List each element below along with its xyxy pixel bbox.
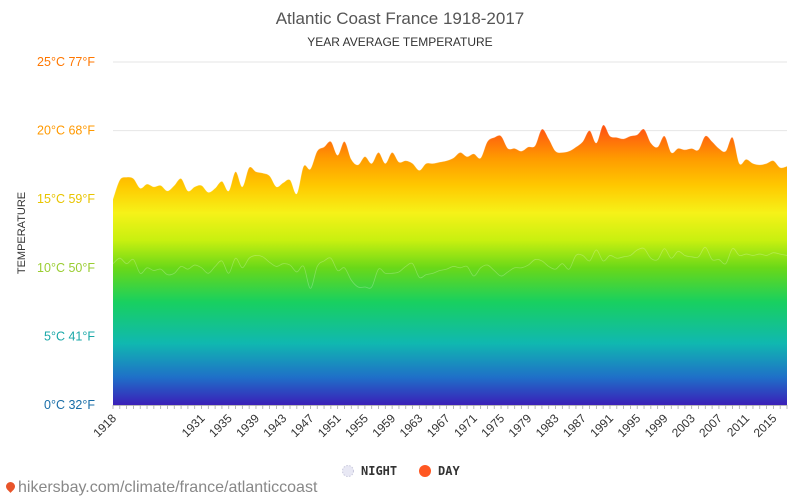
- x-tick-label: 1991: [587, 411, 616, 440]
- x-axis-ticks: 1918 193119351939194319471951195519591963…: [90, 405, 788, 440]
- x-tick-label: 1959: [369, 411, 398, 440]
- x-tick-label: 2003: [669, 411, 698, 440]
- area-series: [112, 124, 788, 406]
- x-tick-label: 2015: [751, 411, 780, 440]
- footer-link[interactable]: hikersbay.com/climate/france/atlanticcoa…: [18, 479, 318, 496]
- x-tick-label: 1975: [478, 411, 507, 440]
- legend-day-marker: [419, 465, 431, 477]
- x-tick-label: 1935: [206, 411, 235, 440]
- y-tick-label: 25°C 77°F: [37, 55, 95, 69]
- x-tick-label: 1931: [179, 411, 208, 440]
- x-tick-label: 1979: [506, 411, 535, 440]
- x-tick-label: 1951: [315, 411, 344, 440]
- x-tick-label: 1971: [451, 411, 480, 440]
- legend: NIGHT DAY: [342, 464, 460, 478]
- y-axis-label: TEMPERATURE: [16, 192, 28, 274]
- x-tick-label: 1967: [424, 411, 453, 440]
- x-tick-label: 1983: [533, 411, 562, 440]
- x-tick-label: 1947: [288, 411, 317, 440]
- legend-item-day[interactable]: DAY: [419, 464, 460, 478]
- x-tick-label: 2007: [696, 411, 725, 440]
- x-tick-label: 1939: [233, 411, 262, 440]
- x-tick-label: 1999: [642, 411, 671, 440]
- legend-day-label: DAY: [438, 464, 460, 478]
- line-night-series: [112, 246, 788, 289]
- y-axis-ticks: 0°C 32°F 5°C 41°F 10°C 50°F 15°C 59°F 20°C 6…: [37, 55, 95, 412]
- x-tick-label: 1963: [397, 411, 426, 440]
- x-tick-label: 1918: [90, 411, 119, 440]
- legend-night-marker: [342, 465, 354, 477]
- y-tick-label: 5°C 41°F: [44, 329, 95, 343]
- x-tick-label: 2011: [724, 411, 752, 439]
- y-tick-label: 10°C 50°F: [37, 261, 95, 275]
- chart-subtitle: YEAR AVERAGE TEMPERATURE: [307, 35, 492, 49]
- x-tick-label: 1955: [342, 411, 371, 440]
- line-day-series: [112, 124, 788, 200]
- legend-item-night[interactable]: NIGHT: [342, 464, 398, 478]
- y-tick-label: 20°C 68°F: [37, 124, 95, 138]
- footer-source[interactable]: hikersbay.com/climate/france/atlanticcoa…: [4, 479, 317, 497]
- legend-night-label: NIGHT: [361, 464, 397, 478]
- y-tick-label: 15°C 59°F: [37, 192, 95, 206]
- y-tick-label: 0°C 32°F: [44, 398, 95, 412]
- x-tick-label: 1995: [615, 411, 644, 440]
- map-pin-icon: [4, 480, 17, 493]
- area-night-series: [113, 247, 787, 405]
- x-tick-label: 1987: [560, 411, 589, 440]
- x-tick-label: 1943: [261, 411, 290, 440]
- chart-title: Atlantic Coast France 1918-2017: [276, 9, 525, 28]
